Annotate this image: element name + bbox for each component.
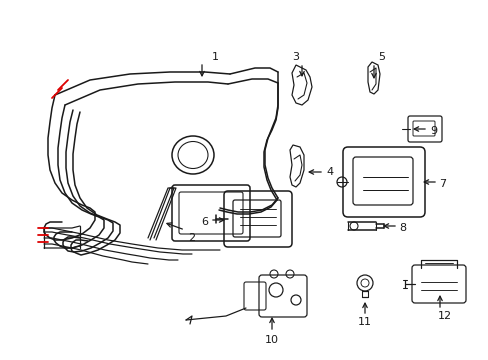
Text: 1: 1 [211,52,218,62]
Text: 9: 9 [429,126,437,136]
Text: 11: 11 [357,317,371,327]
Text: 8: 8 [399,223,406,233]
Text: 4: 4 [326,167,333,177]
Text: 10: 10 [264,335,279,345]
Text: 7: 7 [439,179,446,189]
Text: 6: 6 [201,217,208,227]
Text: 12: 12 [437,311,451,321]
Text: 2: 2 [188,233,195,243]
Text: 5: 5 [378,52,385,62]
Text: 3: 3 [292,52,299,62]
